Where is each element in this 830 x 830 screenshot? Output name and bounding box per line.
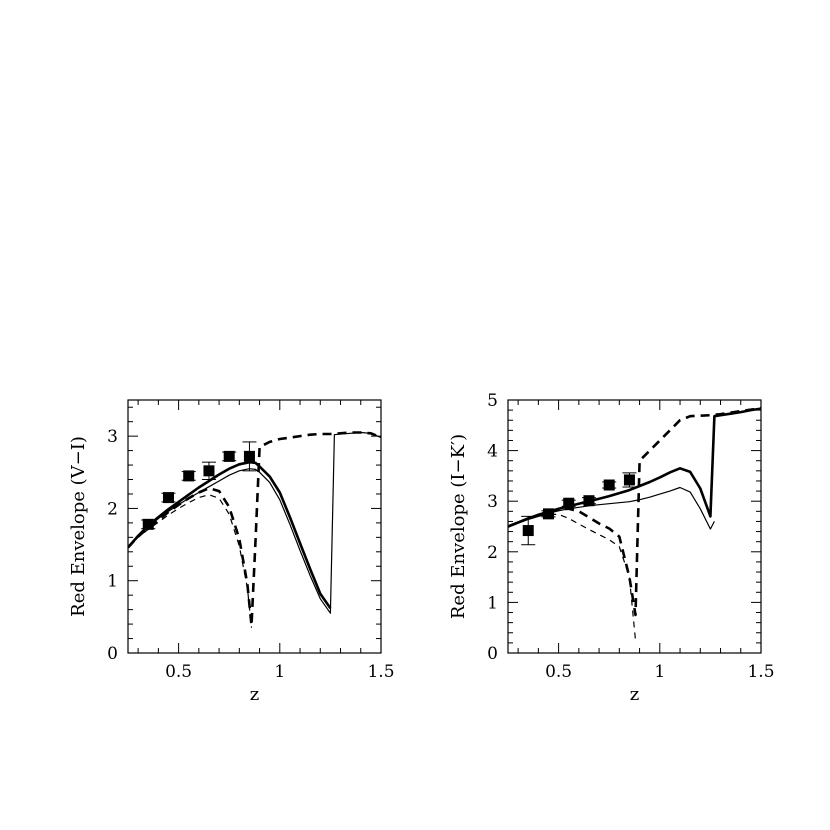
data-point: [223, 450, 235, 462]
x-axis-title: z: [630, 684, 639, 705]
x-tick-label: 1.5: [367, 662, 394, 682]
y-axis-title: Red Envelope (V−I): [68, 436, 89, 617]
data-point: [243, 450, 255, 462]
data-point: [623, 474, 635, 486]
data-point: [563, 497, 575, 509]
panel-v-minus-i: 0.5 1 1.5 0 1 2 3 z Red Envelope (V−I): [68, 399, 395, 705]
model-line-dashed-thick: [128, 431, 381, 627]
data-point: [542, 508, 554, 520]
series-group: [508, 406, 761, 641]
tick-marks: [128, 400, 382, 654]
data-point: [183, 470, 195, 482]
model-line-dashed-thin: [508, 513, 637, 641]
data-point: [203, 465, 215, 477]
x-tick-label: 1.5: [747, 662, 774, 682]
y-tick-label: 1: [107, 572, 118, 592]
x-tick-label: 1: [654, 662, 665, 682]
y-tick-label: 4: [487, 442, 498, 462]
y-tick-label: 3: [487, 492, 498, 512]
x-axis-title: z: [250, 684, 259, 705]
y-tick-label: 2: [107, 499, 118, 519]
model-line-dashed-thin: [128, 494, 253, 628]
data-point: [583, 495, 595, 507]
model-line-solid-thin: [508, 486, 715, 530]
y-tick-label: 3: [107, 427, 118, 447]
y-axis-title: Red Envelope (I−K′): [448, 434, 469, 619]
y-tick-label: 0: [107, 644, 118, 664]
model-line-solid-thick: [128, 460, 332, 609]
x-tick-label: 1: [274, 662, 285, 682]
x-tick-label: 0.5: [165, 662, 192, 682]
x-tick-label: 0.5: [545, 662, 572, 682]
data-point: [522, 525, 534, 537]
panel-i-minus-k: 0.5 1 1.5 0 1 2 3 4 5 z Red Envelope (I−K′): [448, 391, 775, 705]
data-point: [603, 479, 615, 491]
tick-marks: [508, 399, 762, 654]
y-tick-label: 5: [487, 391, 498, 411]
data-point: [142, 518, 154, 530]
y-tick-label: 0: [487, 644, 498, 664]
y-tick-label: 2: [487, 543, 498, 563]
plot-frame: [127, 399, 382, 654]
y-tick-label: 1: [487, 593, 498, 613]
data-point: [162, 492, 174, 504]
series-group: [128, 431, 381, 628]
